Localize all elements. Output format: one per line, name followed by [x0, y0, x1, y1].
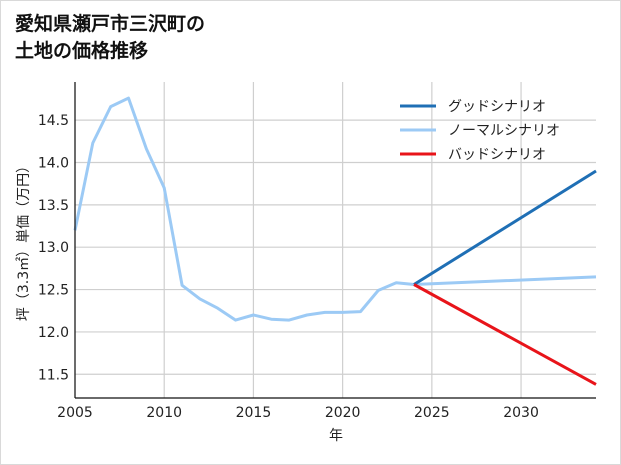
legend-label: バッドシナリオ	[448, 147, 546, 163]
legend-label: グッドシナリオ	[448, 99, 546, 115]
series-line	[413, 283, 597, 386]
y-axis-label: 坪（3.3㎡）単価（万円）	[16, 159, 32, 321]
chart-title-line-1: 愛知県瀬戸市三沢町の	[15, 13, 206, 35]
y-tick-labels: 11.5 12.0 12.5 13.0 13.5 14.0 14.5	[38, 113, 69, 383]
series-line	[73, 96, 597, 322]
y-tick-label: 11.5	[38, 367, 69, 383]
x-tick-label: 2030	[503, 405, 539, 421]
chart-title: 愛知県瀬戸市三沢町の 土地の価格推移	[15, 11, 205, 65]
y-tick-label: 14.5	[38, 113, 69, 129]
legend-label: ノーマルシナリオ	[448, 123, 560, 139]
x-tick-label: 2020	[325, 405, 361, 421]
chart-title-line-2: 土地の価格推移	[15, 40, 149, 62]
y-tick-label: 14.0	[38, 155, 69, 171]
x-tick-label: 2015	[236, 405, 272, 421]
y-tick-label: 13.5	[38, 198, 69, 214]
series-line	[413, 169, 597, 286]
x-axis-label: 年	[329, 428, 343, 444]
axes	[74, 82, 596, 399]
x-tick-label: 2010	[146, 405, 182, 421]
y-tick-label: 12.0	[38, 325, 69, 341]
grid-lines	[74, 82, 596, 398]
x-tick-label: 2005	[57, 405, 93, 421]
y-tick-label: 12.5	[38, 283, 69, 299]
x-tick-labels: 2005 2010 2015 2020 2025 2030	[57, 405, 539, 421]
series-lines	[73, 96, 597, 386]
y-tick-label: 13.0	[38, 240, 69, 256]
x-tick-label: 2025	[414, 405, 450, 421]
